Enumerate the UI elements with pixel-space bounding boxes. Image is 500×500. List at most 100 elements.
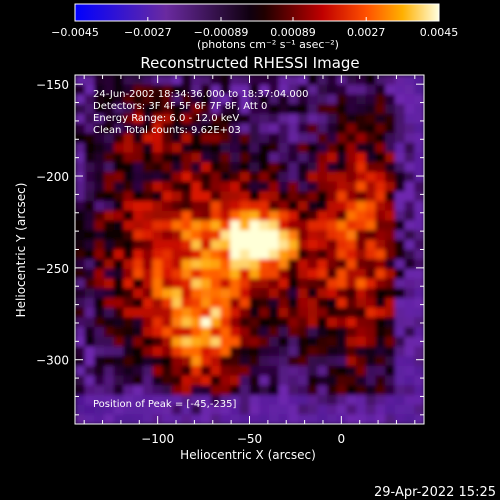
heatmap-cell <box>84 404 95 415</box>
heatmap-cell <box>220 288 231 299</box>
heatmap-cell <box>84 152 95 163</box>
heatmap-cell <box>152 113 163 125</box>
heatmap-cell <box>356 220 367 231</box>
heatmap-cell <box>375 307 386 318</box>
heatmap-cell <box>259 84 270 95</box>
heatmap-cell <box>113 94 125 105</box>
heatmap-cell <box>317 191 328 202</box>
heatmap-cell <box>259 230 270 241</box>
heatmap-cell <box>201 268 212 280</box>
heatmap-cell <box>307 404 318 415</box>
heatmap-cell <box>152 346 163 357</box>
heatmap-cell <box>404 414 415 424</box>
heatmap-cell <box>356 259 367 270</box>
heatmap-cell <box>336 365 348 377</box>
heatmap-cell <box>191 278 202 289</box>
heatmap-cell <box>404 220 415 231</box>
heatmap-cell <box>230 94 241 105</box>
heatmap-cell <box>210 365 222 377</box>
heatmap-cell <box>414 307 424 318</box>
heatmap-cell <box>123 346 134 357</box>
heatmap-cell <box>104 288 115 299</box>
heatmap-cell <box>297 346 309 357</box>
heatmap-cell <box>75 288 86 299</box>
heatmap-cell <box>133 394 144 406</box>
heatmap-cell <box>191 123 202 134</box>
heatmap-cell <box>385 230 396 241</box>
heatmap-cell <box>385 336 396 348</box>
heatmap-cell <box>268 133 280 144</box>
heatmap-cell <box>220 123 231 134</box>
heatmap-cell <box>268 123 280 134</box>
heatmap-cell <box>327 249 338 260</box>
heatmap-cell <box>94 327 105 338</box>
heatmap-cell <box>142 133 154 144</box>
heatmap-cell <box>346 104 357 115</box>
heatmap-cell <box>365 394 377 406</box>
heatmap-cell <box>288 75 299 86</box>
heatmap-cell <box>201 356 212 367</box>
heatmap-cell <box>394 94 406 105</box>
heatmap-cell <box>94 220 105 231</box>
heatmap-cell <box>113 268 125 280</box>
heatmap-cell <box>385 162 396 173</box>
heatmap-cell <box>113 75 125 86</box>
heatmap-cell <box>259 191 270 202</box>
heatmap-cell <box>171 84 183 95</box>
heatmap-cell <box>220 230 231 241</box>
heatmap-cell <box>288 113 299 125</box>
heatmap-cell <box>84 278 95 289</box>
heatmap-cell <box>239 268 251 280</box>
heatmap-cell <box>94 104 105 115</box>
heatmap-cell <box>142 210 154 222</box>
heatmap-cell <box>297 142 309 154</box>
heatmap-cell <box>356 249 367 260</box>
heatmap-cell <box>375 356 386 367</box>
heatmap-cell <box>162 346 173 357</box>
heatmap-cell <box>123 220 134 231</box>
heatmap-cell <box>259 181 270 192</box>
heatmap-cell <box>84 249 95 260</box>
heatmap-cell <box>171 268 183 280</box>
y-axis-label: Heliocentric Y (arcsec) <box>14 183 28 318</box>
heatmap-cell <box>404 133 415 144</box>
heatmap-cell <box>336 307 348 318</box>
heatmap-cell <box>414 259 424 270</box>
heatmap-cell <box>385 394 396 406</box>
heatmap-cell <box>346 230 357 241</box>
heatmap-cell <box>356 75 367 86</box>
heatmap-cell <box>365 181 377 192</box>
heatmap-cell <box>162 365 173 377</box>
heatmap-cell <box>104 346 115 357</box>
heatmap-cell <box>278 394 289 406</box>
heatmap-cell <box>346 142 357 154</box>
heatmap-cell <box>356 404 367 415</box>
heatmap-cell <box>133 365 144 377</box>
heatmap-cell <box>220 394 231 406</box>
heatmap-cell <box>230 297 241 309</box>
heatmap-cell <box>123 171 134 183</box>
heatmap-cell <box>142 307 154 318</box>
heatmap-cell <box>171 375 183 386</box>
heatmap-cell <box>307 113 318 125</box>
colorbar-tick-label: 0.00089 <box>270 26 316 39</box>
x-tick-label: 0 <box>338 432 346 446</box>
heatmap-cell <box>191 297 202 309</box>
heatmap-cell <box>375 123 386 134</box>
heatmap <box>75 75 424 424</box>
heatmap-cell <box>414 181 424 192</box>
heatmap-cell <box>171 336 183 348</box>
heatmap-cell <box>239 201 251 212</box>
heatmap-cell <box>356 356 367 367</box>
heatmap-cell <box>230 191 241 202</box>
heatmap-cell <box>414 230 424 241</box>
heatmap-cell <box>365 375 377 386</box>
heatmap-cell <box>239 171 251 183</box>
heatmap-cell <box>201 239 212 251</box>
heatmap-cell <box>249 259 260 270</box>
heatmap-cell <box>94 385 105 396</box>
heatmap-cell <box>133 375 144 386</box>
heatmap-cell <box>230 356 241 367</box>
heatmap-cell <box>104 162 115 173</box>
heatmap-cell <box>220 162 231 173</box>
